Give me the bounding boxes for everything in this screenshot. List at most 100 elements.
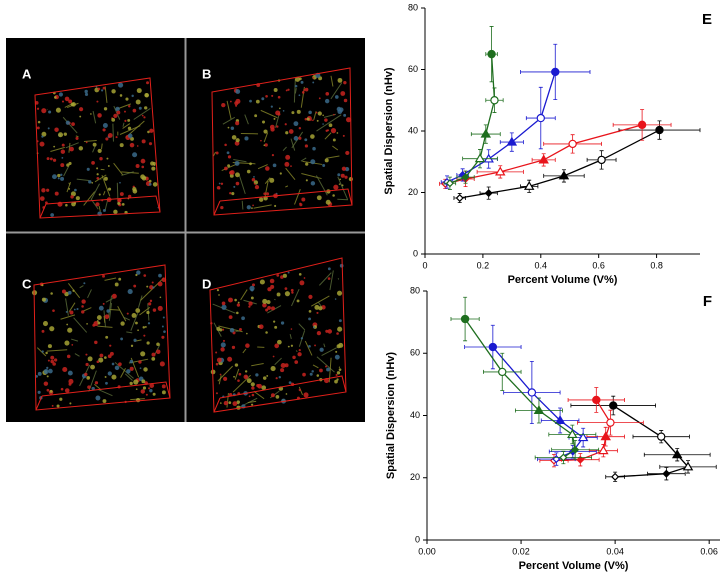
fiber xyxy=(101,143,103,150)
speck xyxy=(316,331,322,336)
speck xyxy=(119,181,121,184)
fiber xyxy=(260,109,278,119)
speck xyxy=(129,381,133,386)
fiber xyxy=(242,348,247,354)
speck xyxy=(216,326,221,331)
fiber xyxy=(315,175,328,196)
speck xyxy=(333,184,339,190)
speck xyxy=(105,335,109,339)
speck xyxy=(215,362,219,366)
speck xyxy=(57,173,61,178)
fiber xyxy=(117,305,127,322)
speck xyxy=(152,182,158,187)
speck xyxy=(261,97,265,101)
speck xyxy=(69,146,74,152)
y-tick-label: 20 xyxy=(408,187,418,197)
speck xyxy=(246,205,251,210)
speck xyxy=(224,143,227,147)
speck xyxy=(258,197,264,202)
speck xyxy=(315,111,318,114)
speck xyxy=(72,289,75,292)
speck xyxy=(325,329,329,333)
speck xyxy=(322,114,324,117)
speck xyxy=(287,271,290,274)
speck xyxy=(310,134,315,139)
speck xyxy=(161,335,165,339)
speck xyxy=(231,135,237,140)
speck xyxy=(270,105,273,108)
fiber xyxy=(293,78,296,103)
fiber xyxy=(311,295,330,307)
speck xyxy=(86,376,91,380)
speck xyxy=(306,117,310,121)
speck xyxy=(267,287,272,292)
speck xyxy=(98,305,104,311)
speck xyxy=(291,291,294,294)
fiber xyxy=(101,174,111,197)
speck xyxy=(61,289,66,294)
speck xyxy=(152,161,156,166)
speck xyxy=(257,383,263,389)
speck xyxy=(338,368,342,371)
speck xyxy=(148,387,151,390)
speck xyxy=(41,329,45,333)
speck xyxy=(250,382,255,387)
speck xyxy=(149,383,155,388)
speck xyxy=(117,201,121,205)
point xyxy=(474,153,486,163)
speck xyxy=(282,273,287,278)
speck xyxy=(308,309,312,313)
point xyxy=(682,461,694,471)
speck xyxy=(255,373,259,377)
x-tick-label: 0.04 xyxy=(606,546,624,556)
speck xyxy=(228,401,232,405)
fiber xyxy=(68,182,71,186)
speck xyxy=(227,155,232,159)
point xyxy=(527,388,537,397)
speck xyxy=(224,166,228,171)
speck xyxy=(327,329,333,334)
point xyxy=(533,405,545,415)
speck xyxy=(120,337,124,341)
fiber xyxy=(120,368,126,378)
speck xyxy=(106,309,110,313)
fiber xyxy=(73,317,88,333)
speck xyxy=(132,108,137,113)
fiber xyxy=(323,343,326,348)
speck xyxy=(119,94,123,97)
speck xyxy=(103,107,108,111)
speck xyxy=(41,108,47,114)
speck xyxy=(234,160,240,166)
speck xyxy=(312,119,314,122)
speck xyxy=(68,378,74,384)
speck xyxy=(277,95,281,99)
speck xyxy=(47,359,50,362)
speck xyxy=(334,379,338,384)
point xyxy=(592,395,601,405)
speck xyxy=(246,332,248,335)
speck xyxy=(285,89,288,92)
speck xyxy=(337,173,341,177)
speck xyxy=(304,117,308,121)
speck xyxy=(39,196,45,201)
speck xyxy=(42,321,48,327)
speck xyxy=(232,401,238,407)
speck xyxy=(148,183,152,186)
speck xyxy=(277,339,282,345)
speck xyxy=(233,185,236,188)
point xyxy=(662,469,671,478)
speck xyxy=(98,357,104,363)
speck xyxy=(111,89,116,94)
speck xyxy=(50,355,55,360)
speck xyxy=(91,181,94,184)
speck xyxy=(215,392,218,395)
speck xyxy=(318,306,323,311)
fiber xyxy=(318,272,332,286)
speck xyxy=(104,314,110,320)
speck xyxy=(226,151,230,155)
speck xyxy=(43,381,49,386)
speck xyxy=(115,106,120,112)
speck xyxy=(336,132,339,134)
y-tick-label: 80 xyxy=(410,285,420,295)
speck xyxy=(95,202,100,207)
